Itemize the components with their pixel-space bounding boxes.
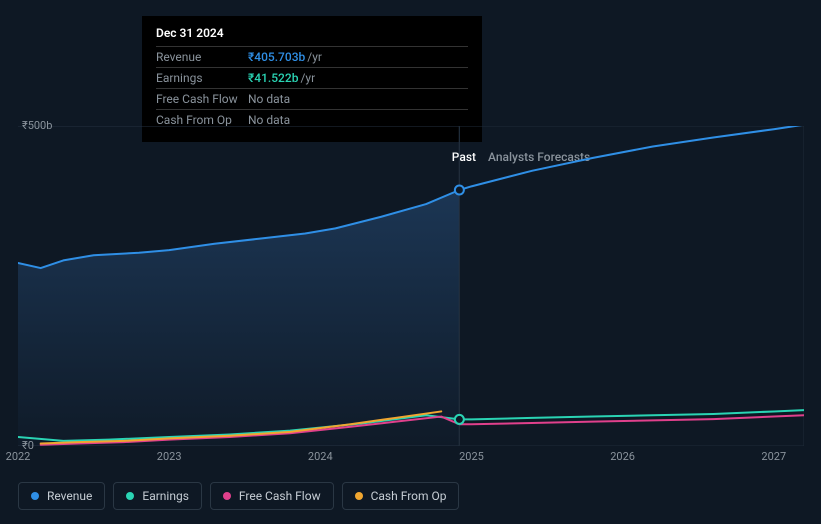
legend-label: Earnings [142,489,189,503]
x-axis-label: 2025 [459,450,484,463]
legend-item-revenue[interactable]: Revenue [18,482,105,510]
tooltip-row-label: Free Cash Flow [156,92,248,106]
x-axis-label: 2024 [308,450,333,463]
tooltip-row-label: Cash From Op [156,113,248,127]
legend-item-fcf[interactable]: Free Cash Flow [210,482,334,510]
x-axis-label: 2026 [610,450,635,463]
plot-svg [18,126,804,446]
x-axis: 202220232024202520262027 [18,448,804,468]
x-axis-label: 2022 [6,450,31,463]
legend-label: Cash From Op [371,489,447,503]
legend: Revenue Earnings Free Cash Flow Cash From O… [18,482,459,510]
tooltip-row-value: ₹405.703b/yr [248,50,322,64]
tooltip-row-nodata: No data [248,92,290,106]
tooltip-row-label: Revenue [156,50,248,64]
tooltip-row-value: ₹41.522b/yr [248,71,315,85]
tooltip-row-label: Earnings [156,71,248,85]
tooltip-row-nodata: No data [248,113,290,127]
tooltip-row: Revenue₹405.703b/yr [156,46,468,67]
x-axis-label: 2023 [157,450,182,463]
legend-label: Revenue [47,489,92,503]
x-axis-label: 2027 [761,450,786,463]
chart-tooltip: Dec 31 2024 Revenue₹405.703b/yrEarnings₹… [142,16,482,142]
tooltip-date: Dec 31 2024 [156,26,468,46]
earnings-revenue-chart: Dec 31 2024 Revenue₹405.703b/yrEarnings₹… [0,0,821,524]
legend-item-earnings[interactable]: Earnings [113,482,202,510]
legend-label: Free Cash Flow [239,489,321,503]
tooltip-row: Earnings₹41.522b/yr [156,67,468,88]
legend-item-cfo[interactable]: Cash From Op [342,482,460,510]
legend-dot-icon [31,492,39,500]
legend-dot-icon [355,492,363,500]
y-axis-label: ₹500b [22,119,52,132]
plot-area[interactable]: ₹500b₹0 [18,126,804,446]
legend-dot-icon [126,492,134,500]
legend-dot-icon [223,492,231,500]
tooltip-row: Free Cash FlowNo data [156,88,468,109]
